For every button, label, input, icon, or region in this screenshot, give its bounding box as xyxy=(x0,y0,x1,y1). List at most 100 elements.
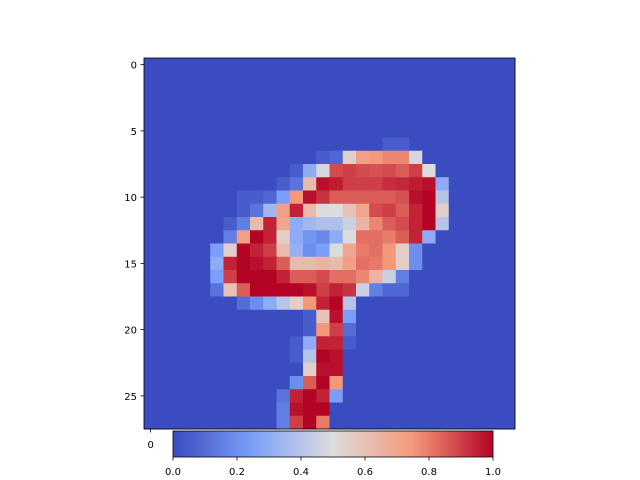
heatmap-cell xyxy=(276,97,291,112)
heatmap-cell xyxy=(236,296,251,311)
heatmap-cell xyxy=(488,111,503,125)
heatmap-cell xyxy=(210,111,224,125)
heatmap-cell xyxy=(448,164,463,178)
heatmap-cell xyxy=(144,415,158,430)
heatmap-cell xyxy=(475,362,489,377)
heatmap-cell xyxy=(250,137,264,152)
heatmap-cell xyxy=(475,217,489,231)
heatmap-cell xyxy=(409,217,423,231)
heatmap-cell xyxy=(250,243,264,258)
heatmap-cell xyxy=(197,389,211,403)
heatmap-cell xyxy=(303,270,317,284)
heatmap-cell xyxy=(303,243,317,258)
heatmap-cell xyxy=(210,256,224,271)
heatmap-cell xyxy=(342,376,357,390)
heatmap-cell xyxy=(501,84,516,99)
heatmap-cell xyxy=(369,323,383,337)
heatmap-cell xyxy=(263,283,277,297)
heatmap-cell xyxy=(342,415,357,430)
heatmap-cell xyxy=(475,323,489,337)
heatmap-cell xyxy=(170,256,185,271)
heatmap-cell xyxy=(462,217,476,231)
heatmap-cell xyxy=(276,137,291,152)
heatmap-cell xyxy=(303,415,317,430)
heatmap-cell xyxy=(236,71,251,85)
heatmap-cell xyxy=(422,376,436,390)
heatmap-cell xyxy=(448,283,463,297)
heatmap-cell xyxy=(303,376,317,390)
heatmap-cell xyxy=(157,376,171,390)
colorbar-tick-label: 1.0 xyxy=(485,467,501,478)
heatmap-cell xyxy=(236,177,251,191)
heatmap-cell xyxy=(369,150,383,165)
heatmap-cell xyxy=(183,283,198,297)
heatmap-cell xyxy=(369,402,383,417)
heatmap-cell xyxy=(263,71,277,85)
heatmap-cell xyxy=(144,243,158,258)
heatmap-cell xyxy=(369,243,383,258)
heatmap-cell xyxy=(356,349,370,364)
heatmap-cell xyxy=(157,71,171,85)
heatmap-cell xyxy=(422,111,436,125)
heatmap-cell xyxy=(409,349,423,364)
heatmap-cell xyxy=(183,177,198,191)
heatmap-cell xyxy=(462,402,476,417)
heatmap-cell xyxy=(369,177,383,191)
heatmap-cell xyxy=(223,137,238,152)
heatmap-cell xyxy=(501,296,516,311)
heatmap-cell xyxy=(435,376,450,390)
heatmap-cell xyxy=(395,415,410,430)
heatmap-cell xyxy=(382,97,397,112)
heatmap-cell xyxy=(356,97,370,112)
heatmap-cell xyxy=(475,190,489,205)
heatmap-cell xyxy=(276,111,291,125)
heatmap-cell xyxy=(475,137,489,152)
heatmap-cell xyxy=(170,389,185,403)
heatmap-cell xyxy=(250,150,264,165)
heatmap-cell xyxy=(435,415,450,430)
heatmap-cell xyxy=(289,58,304,72)
heatmap-cell xyxy=(144,270,158,284)
heatmap-cell xyxy=(329,402,344,417)
heatmap-cell xyxy=(276,296,291,311)
heatmap-cell xyxy=(223,256,238,271)
heatmap-cell xyxy=(183,389,198,403)
heatmap-cell xyxy=(197,323,211,337)
heatmap-cell xyxy=(223,84,238,99)
heatmap-cell xyxy=(316,177,330,191)
heatmap-cell xyxy=(382,230,397,244)
heatmap-cell xyxy=(475,270,489,284)
heatmap-cell xyxy=(448,217,463,231)
colorbar-tick-label: 0.2 xyxy=(229,467,245,478)
heatmap-cell xyxy=(382,283,397,297)
heatmap-cell xyxy=(263,150,277,165)
heatmap-cell xyxy=(210,309,224,324)
heatmap-cell xyxy=(170,203,185,218)
heatmap-cell xyxy=(276,164,291,178)
heatmap-cell xyxy=(170,111,185,125)
heatmap-cell xyxy=(223,296,238,311)
heatmap-cell xyxy=(276,150,291,165)
heatmap-cell xyxy=(329,84,344,99)
heatmap-cell xyxy=(342,164,357,178)
heatmap-cell xyxy=(356,296,370,311)
heatmap-cell xyxy=(448,97,463,112)
heatmap-cell xyxy=(382,256,397,271)
heatmap-cell xyxy=(210,389,224,403)
heatmap-cell xyxy=(236,389,251,403)
colorbar-frame xyxy=(172,430,494,458)
colorbar-tick-label: 0.0 xyxy=(165,467,181,478)
heatmap-cell xyxy=(382,389,397,403)
heatmap-cell xyxy=(236,190,251,205)
heatmap-cell xyxy=(197,376,211,390)
heatmap-cell xyxy=(382,111,397,125)
heatmap-cell xyxy=(462,283,476,297)
heatmap-cell xyxy=(356,150,370,165)
heatmap-cell xyxy=(250,362,264,377)
heatmap-cell xyxy=(329,150,344,165)
heatmap-cell xyxy=(223,349,238,364)
heatmap-cell xyxy=(422,84,436,99)
heatmap-cell xyxy=(289,124,304,138)
colorbar-tick-label: 0.6 xyxy=(357,467,373,478)
heatmap-cell xyxy=(501,111,516,125)
